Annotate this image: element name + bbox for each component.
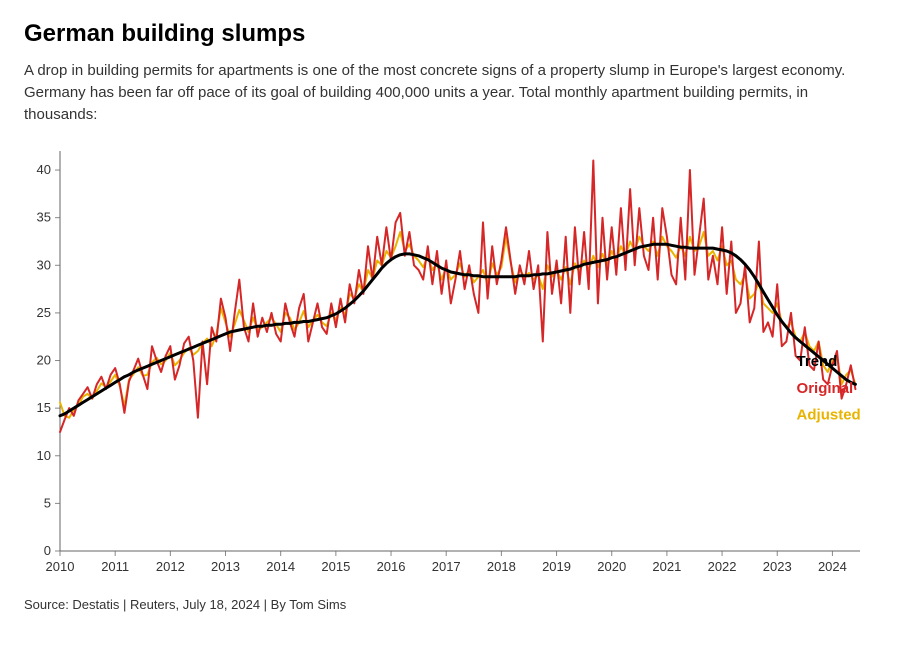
chart-title: German building slumps	[24, 20, 876, 48]
svg-text:15: 15	[37, 400, 51, 415]
chart-svg: 0 5 10 15 20 25 30 35 40 2010 2011 2012 2013 2014 2015…	[24, 143, 876, 583]
svg-text:35: 35	[37, 210, 51, 225]
svg-text:2014: 2014	[266, 559, 295, 574]
svg-text:2018: 2018	[487, 559, 516, 574]
svg-text:2015: 2015	[321, 559, 350, 574]
svg-text:2020: 2020	[597, 559, 626, 574]
svg-text:2023: 2023	[763, 559, 792, 574]
svg-text:Original: Original	[797, 380, 854, 397]
svg-text:2024: 2024	[818, 559, 847, 574]
line-chart: 0 5 10 15 20 25 30 35 40 2010 2011 2012 2013 2014 2015…	[24, 143, 876, 583]
svg-text:Trend: Trend	[797, 353, 838, 370]
svg-text:Adjusted: Adjusted	[797, 407, 861, 424]
svg-text:40: 40	[37, 162, 51, 177]
source-credit: Source: Destatis | Reuters, July 18, 202…	[24, 597, 876, 612]
svg-text:2011: 2011	[101, 559, 129, 574]
svg-text:2022: 2022	[708, 559, 737, 574]
svg-text:10: 10	[37, 448, 51, 463]
svg-text:5: 5	[44, 496, 51, 511]
svg-text:0: 0	[44, 543, 51, 558]
svg-text:2010: 2010	[46, 559, 75, 574]
svg-text:2017: 2017	[432, 559, 461, 574]
chart-subtitle: A drop in building permits for apartment…	[24, 60, 874, 125]
svg-text:2021: 2021	[652, 559, 681, 574]
svg-text:30: 30	[37, 258, 51, 273]
svg-text:20: 20	[37, 353, 51, 368]
svg-text:25: 25	[37, 305, 51, 320]
svg-text:2013: 2013	[211, 559, 240, 574]
svg-text:2012: 2012	[156, 559, 185, 574]
svg-text:2016: 2016	[377, 559, 406, 574]
svg-text:2019: 2019	[542, 559, 571, 574]
